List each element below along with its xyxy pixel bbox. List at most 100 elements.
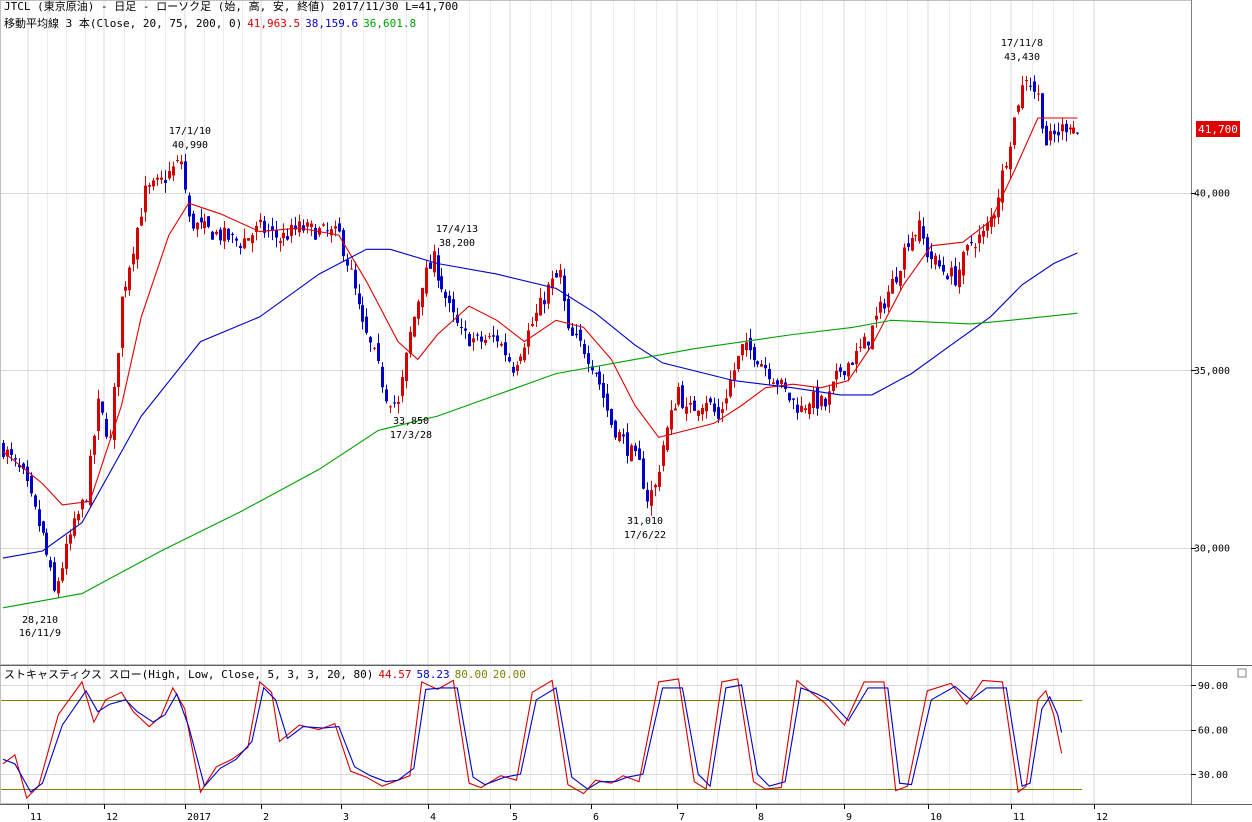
candle-down xyxy=(393,402,396,404)
price-tick-label: 40,000 xyxy=(1194,189,1230,200)
ma200-line xyxy=(2,312,1078,609)
candle-up xyxy=(397,401,400,404)
ma-legend-label: 移動平均線 3 本(Close, 20, 75, 200, 0) xyxy=(4,17,243,30)
last-price-tag-bg xyxy=(1196,121,1240,137)
candle-up xyxy=(808,403,811,415)
candle-up xyxy=(531,323,534,326)
candle-down xyxy=(764,365,767,369)
candle-up xyxy=(298,221,301,233)
candle-up xyxy=(903,247,906,270)
candle-down xyxy=(239,245,242,249)
candle-up xyxy=(259,219,262,223)
candle-down xyxy=(895,276,898,283)
candle-down xyxy=(476,334,479,336)
candle-up xyxy=(117,353,120,388)
candle-up xyxy=(547,284,550,304)
candle-down xyxy=(1065,123,1068,133)
stoch-k-value: 44.57 xyxy=(378,668,412,681)
candle-down xyxy=(338,223,341,232)
annotation-date: 17/11/8 xyxy=(1001,38,1043,49)
candle-down xyxy=(271,226,274,231)
stoch-level-low-value: 20.00 xyxy=(492,668,526,681)
chart-title-text: JTCL (東京原油) - 日足 - ローソク足 (始, 高, 安, 終値) 2… xyxy=(4,0,459,13)
candle-down xyxy=(358,293,361,305)
candle-up xyxy=(662,445,665,466)
candle-up xyxy=(176,159,179,161)
candle-up xyxy=(658,471,661,487)
candle-down xyxy=(587,353,590,364)
candle-up xyxy=(859,346,862,348)
candle-down xyxy=(286,236,289,240)
last-price-tag-label: 41,700 xyxy=(1198,123,1238,136)
candle-up xyxy=(986,222,989,231)
candle-up xyxy=(650,490,653,506)
annotation-value: 38,200 xyxy=(439,238,475,249)
time-tick-label: 4 xyxy=(430,812,436,822)
candle-down xyxy=(314,228,317,240)
candle-down xyxy=(496,335,499,342)
candle-up xyxy=(654,485,657,488)
candle-down xyxy=(575,333,578,336)
candle-down xyxy=(231,233,234,235)
candle-up xyxy=(745,342,748,351)
candle-down xyxy=(45,532,48,555)
candle-down xyxy=(634,445,637,452)
candle-up xyxy=(891,279,894,294)
candle-down xyxy=(508,357,511,362)
candle-up xyxy=(729,379,732,397)
annotation-date: 17/4/13 xyxy=(436,224,478,235)
candle-down xyxy=(460,327,463,329)
time-tick-label: 2 xyxy=(263,812,269,822)
candle-down xyxy=(543,300,546,305)
ma-legend: 移動平均線 3 本(Close, 20, 75, 200, 0) 41,963.5… xyxy=(4,17,421,31)
candle-up xyxy=(89,455,92,506)
candle-up xyxy=(879,301,882,313)
candle-up xyxy=(132,253,135,265)
stoch-scroll-marker[interactable] xyxy=(1237,668,1247,678)
candle-down xyxy=(753,347,756,361)
candle-down xyxy=(437,255,440,281)
candle-up xyxy=(741,344,744,356)
ma75-line xyxy=(2,248,1078,559)
price-panel-frame xyxy=(0,0,1192,665)
candle-up xyxy=(1061,124,1064,132)
candle-up xyxy=(800,405,803,412)
candle-up xyxy=(523,347,526,361)
candle-up xyxy=(847,363,850,377)
candle-down xyxy=(638,448,641,460)
annotation-date: 17/3/28 xyxy=(390,430,432,441)
candle-up xyxy=(172,166,175,176)
candle-down xyxy=(598,371,601,385)
candle-down xyxy=(776,380,779,385)
candle-up xyxy=(828,391,831,405)
candle-down xyxy=(851,362,854,365)
candle-up xyxy=(990,216,993,227)
annotation-value: 43,430 xyxy=(1004,52,1040,63)
candle-up xyxy=(121,296,124,348)
candle-up xyxy=(350,268,353,270)
candle-up xyxy=(65,543,68,569)
candle-down xyxy=(294,225,297,230)
candle-up xyxy=(832,381,835,391)
time-tick-label: 3 xyxy=(343,812,349,822)
candle-up xyxy=(180,161,183,165)
candle-up xyxy=(772,382,775,384)
candle-down xyxy=(429,262,432,269)
candle-up xyxy=(421,287,424,308)
candle-down xyxy=(622,434,625,437)
candle-down xyxy=(709,398,712,403)
price-annotations: 17/1/10 40,990 28,210 16/11/9 33,850 17/3/28 1… xyxy=(19,38,1043,639)
candle-up xyxy=(725,398,728,404)
candle-down xyxy=(816,386,819,409)
candle-down xyxy=(1045,125,1048,146)
candle-up xyxy=(251,235,254,244)
candle-up xyxy=(863,336,866,349)
candle-down xyxy=(464,328,467,331)
candle-up xyxy=(666,427,669,451)
candle-up xyxy=(733,370,736,381)
candle-down xyxy=(235,238,238,241)
candle-down xyxy=(492,335,495,337)
candle-up xyxy=(1072,127,1075,134)
candle-down xyxy=(579,329,582,341)
stoch-tick-label: 60.00 xyxy=(1198,726,1228,737)
